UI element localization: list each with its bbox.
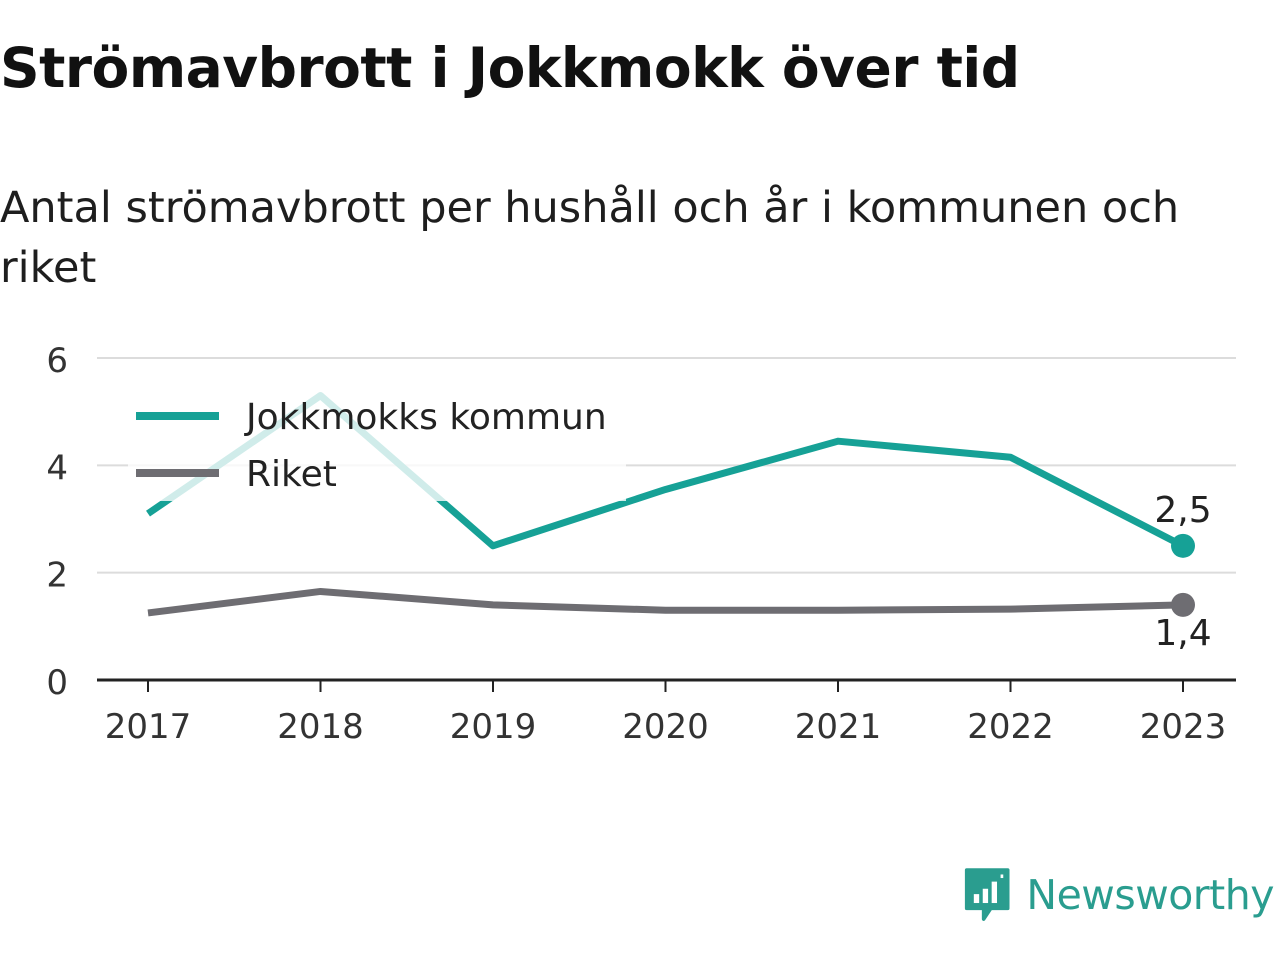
x-tick-label: 2017 — [105, 707, 192, 747]
brand-name: Newsworthy — [1026, 871, 1274, 919]
series-end-point-jokkmokk — [1171, 533, 1195, 558]
y-axis-ticks: 0 2 4 6 — [46, 341, 68, 703]
end-labels: 2,5 1,4 — [1154, 490, 1211, 654]
y-tick-label: 2 — [46, 556, 68, 596]
x-tick-label: 2022 — [967, 707, 1054, 747]
x-axis-ticks: 2017 2018 2019 2020 2021 2022 2023 — [105, 680, 1227, 747]
newsworthy-logo: Newsworthy — [964, 862, 1274, 928]
legend-background — [128, 376, 626, 501]
y-tick-label: 6 — [46, 341, 68, 381]
chart-subtitle: Antal strömavbrott per hushåll och år i … — [0, 183, 1180, 293]
y-tick-label: 4 — [46, 448, 68, 488]
x-tick-label: 2023 — [1140, 707, 1227, 747]
newsworthy-chart-bubble-icon — [964, 868, 1010, 921]
series-end-point-riket — [1171, 592, 1195, 617]
chart-title: Strömavbrott i Jokkmokk över tid — [0, 36, 1020, 100]
x-tick-label: 2018 — [277, 707, 364, 747]
legend-label-jokkmokk: Jokkmokks kommun — [244, 397, 607, 438]
y-tick-label: 0 — [46, 663, 68, 703]
x-tick-label: 2020 — [622, 707, 709, 747]
x-tick-label: 2019 — [450, 707, 537, 747]
x-tick-label: 2021 — [795, 707, 882, 747]
end-label-riket: 1,4 — [1154, 613, 1211, 654]
legend-label-riket: Riket — [246, 454, 337, 495]
legend: Jokkmokks kommun Riket — [128, 376, 626, 501]
end-label-jokkmokk: 2,5 — [1154, 490, 1211, 531]
line-chart: 0 2 4 6 2017 2018 2019 2020 2021 2022 2023 Jokkmo… — [46, 341, 1236, 747]
series-line-riket — [147, 587, 1184, 617]
